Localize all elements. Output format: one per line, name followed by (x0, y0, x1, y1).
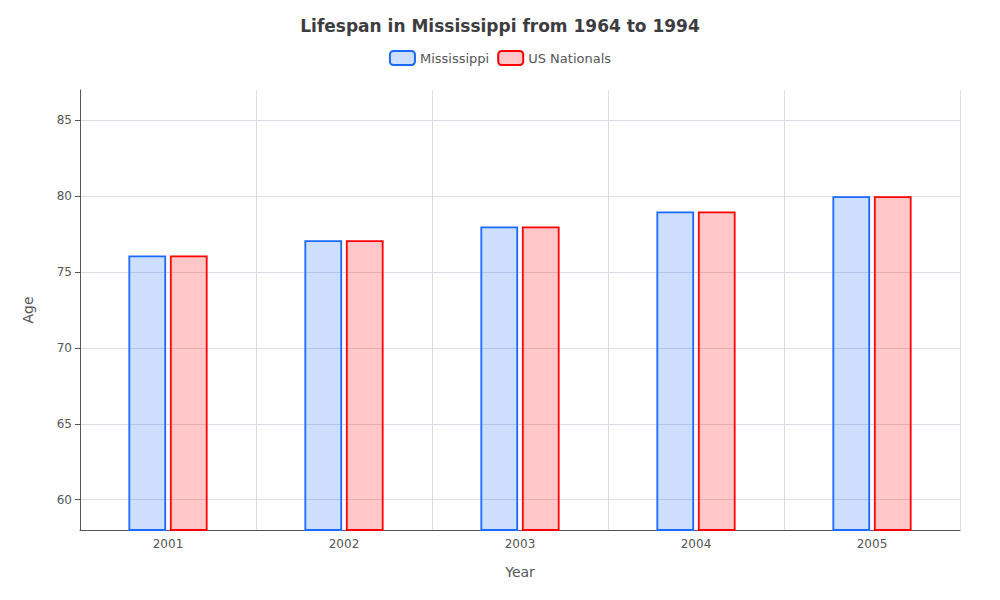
svg-text:2002: 2002 (329, 537, 360, 551)
svg-text:80: 80 (57, 189, 72, 203)
svg-text:Age: Age (20, 296, 36, 323)
svg-text:Year: Year (504, 564, 535, 580)
svg-text:Lifespan in Mississippi from 1: Lifespan in Mississippi from 1964 to 199… (300, 16, 700, 36)
svg-text:85: 85 (57, 113, 72, 127)
svg-text:2003: 2003 (505, 537, 536, 551)
svg-text:75: 75 (57, 265, 72, 279)
svg-text:2005: 2005 (857, 537, 888, 551)
svg-text:70: 70 (57, 341, 72, 355)
svg-text:Mississippi: Mississippi (420, 51, 489, 66)
svg-text:US Nationals: US Nationals (528, 51, 611, 66)
svg-text:2004: 2004 (681, 537, 712, 551)
svg-text:60: 60 (57, 493, 72, 507)
svg-text:65: 65 (57, 417, 72, 431)
svg-text:2001: 2001 (153, 537, 184, 551)
